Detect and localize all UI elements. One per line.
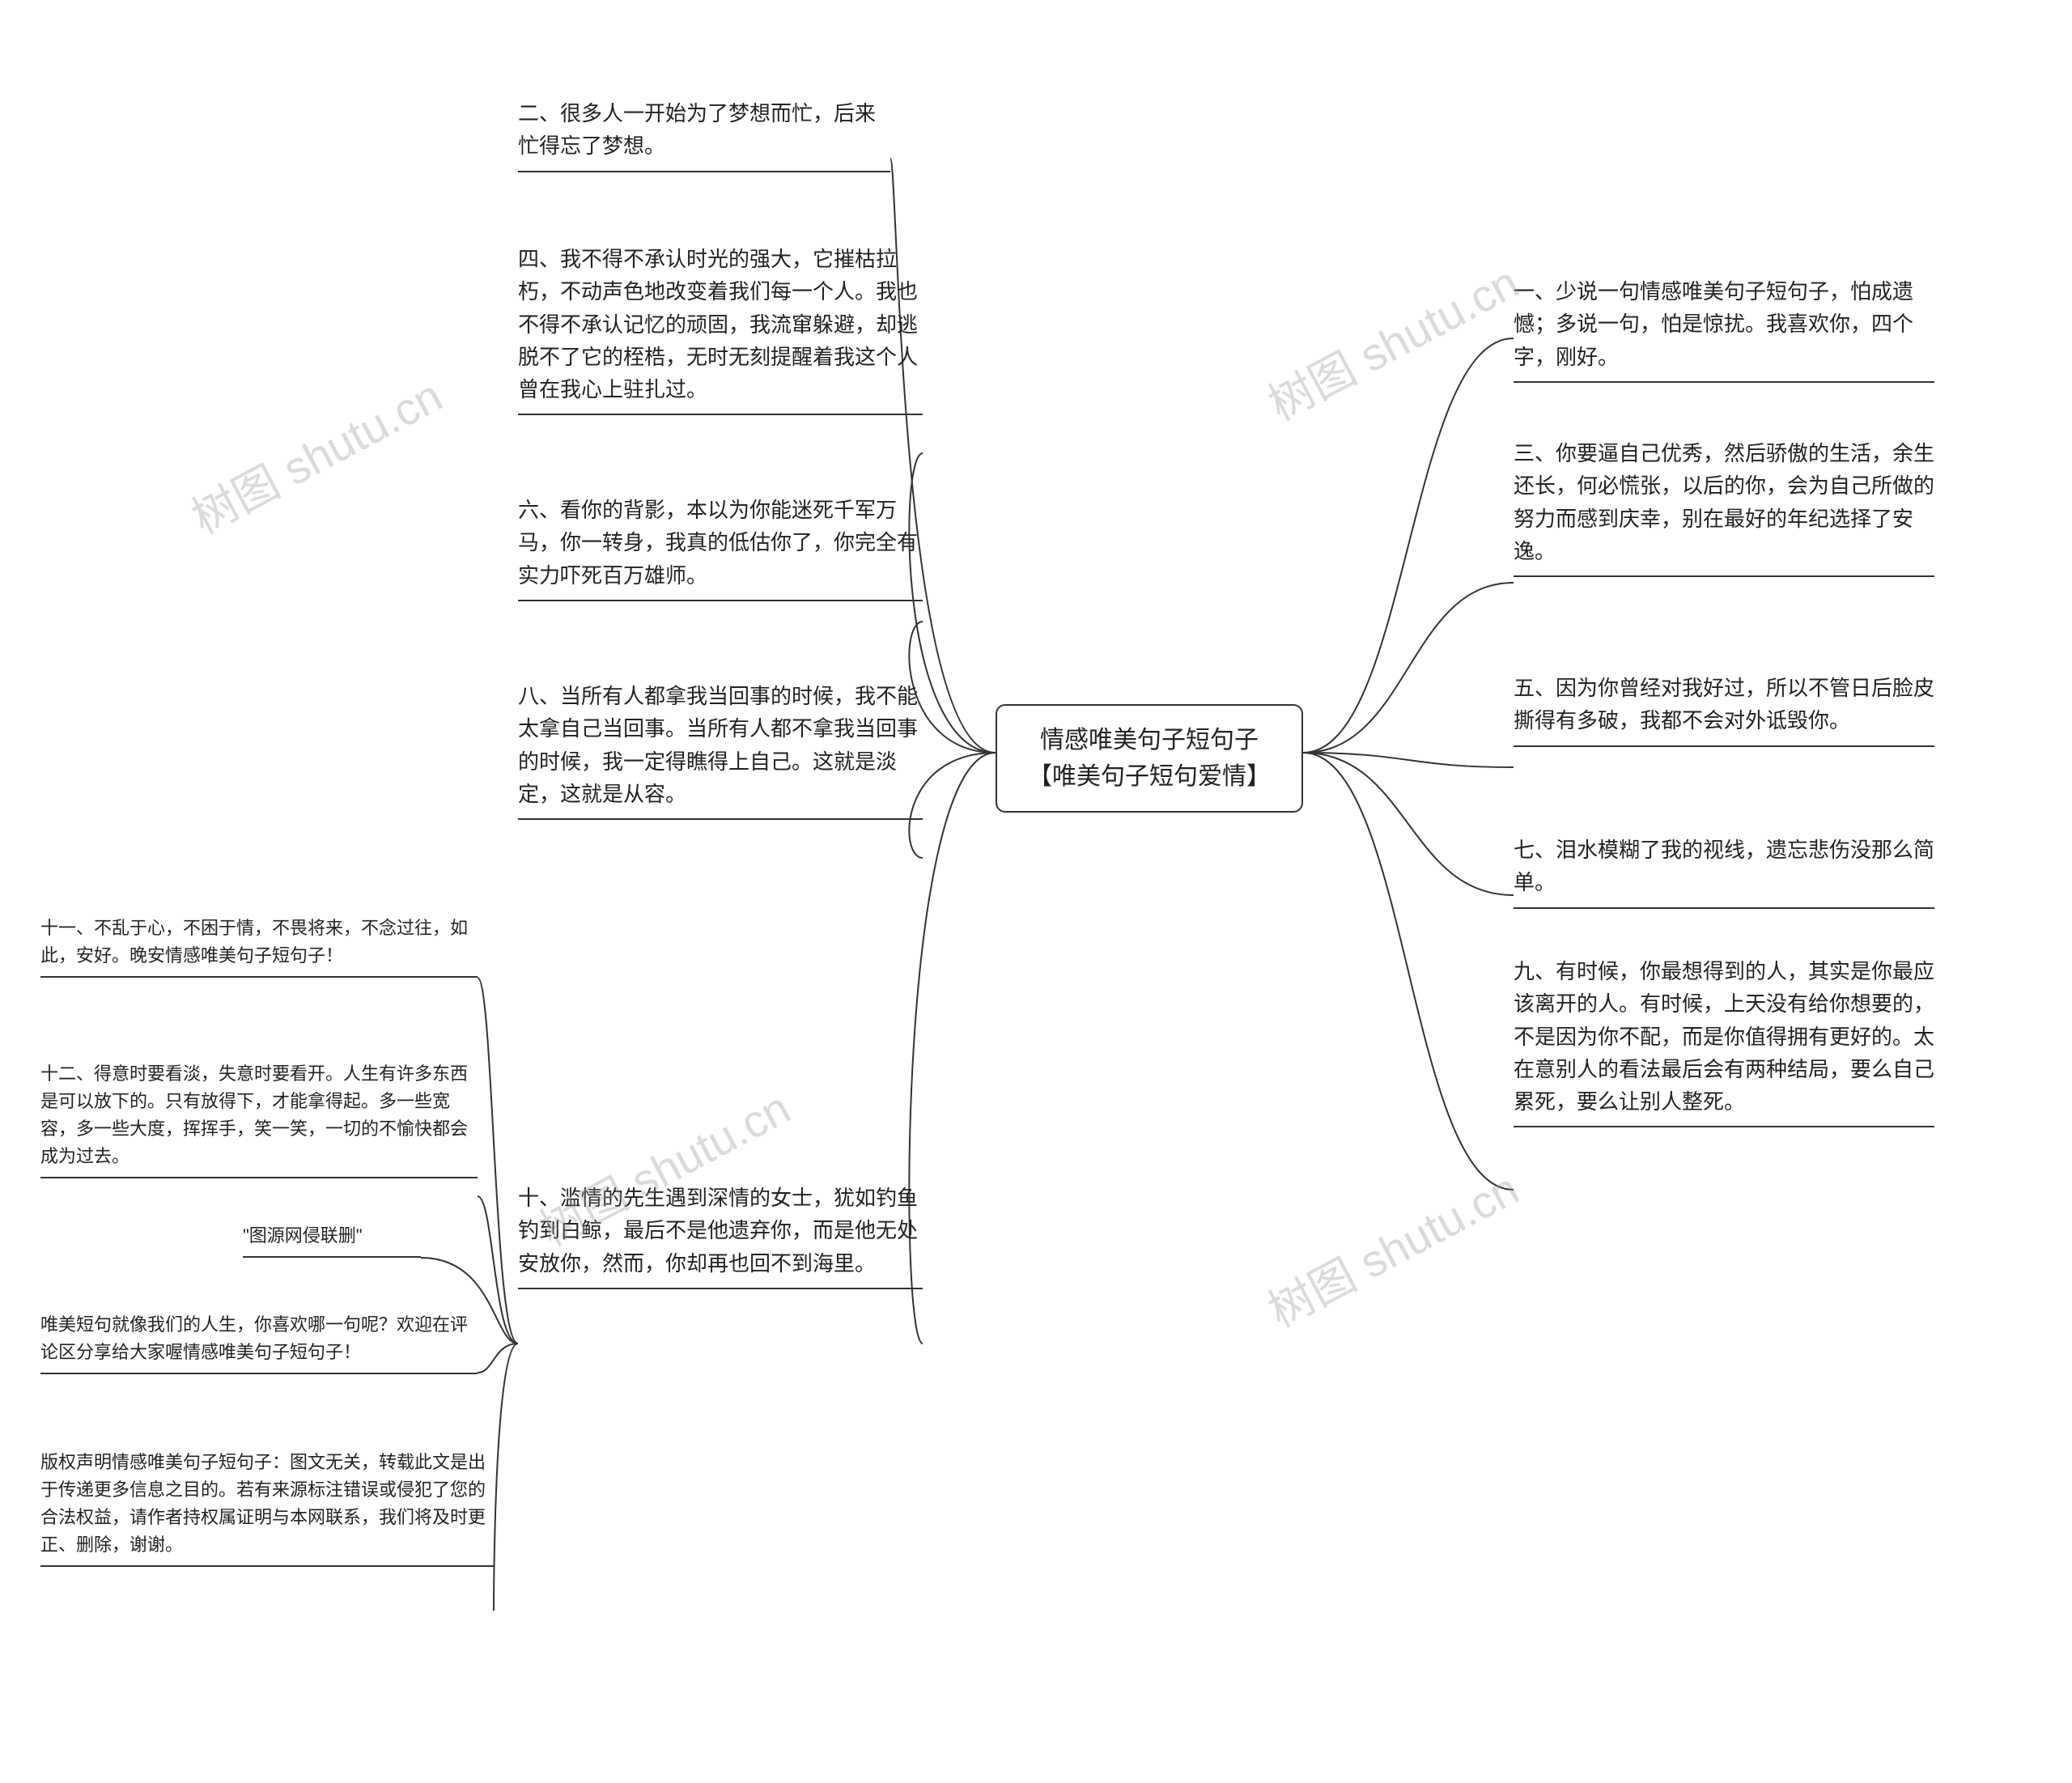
branch-l6: 六、看你的背影，本以为你能迷死千军万马，你一转身，我真的低估你了，你完全有实力吓… <box>518 494 923 601</box>
branch-r5: 五、因为你曾经对我好过，所以不管日后脸皮撕得有多破，我都不会对外诋毁你。 <box>1514 672 1934 747</box>
branch-text: 五、因为你曾经对我好过，所以不管日后脸皮撕得有多破，我都不会对外诋毁你。 <box>1514 676 1934 732</box>
branch-l8: 八、当所有人都拿我当回事的时候，我不能太拿自己当回事。当所有人都不拿我当回事的时… <box>518 680 923 820</box>
branch-l10: 十、滥情的先生遇到深情的女士，犹如钓鱼钓到白鲸，最后不是他遗弃你，而是他无处安放… <box>518 1182 923 1289</box>
watermark: 树图 shutu.cn <box>1255 1153 1529 1340</box>
sub-s11: 十一、不乱于心，不困于情，不畏将来，不念过往，如此，安好。晚安情感唯美句子短句子… <box>40 915 478 978</box>
branch-text: 十、滥情的先生遇到深情的女士，犹如钓鱼钓到白鲸，最后不是他遗弃你，而是他无处安放… <box>518 1186 918 1276</box>
branch-r3: 三、你要逼自己优秀，然后骄傲的生活，余生还长，何必慌张，以后的你，会为自己所做的… <box>1514 437 1934 577</box>
sub-text: "图源网侵联删" <box>243 1225 363 1246</box>
sub-s13: "图源网侵联删" <box>243 1222 421 1258</box>
mindmap-canvas: 情感唯美句子短句子【唯美句子短句爱情】 一、少说一句情感唯美句子短句子，怕成遗憾… <box>0 0 2072 1783</box>
branch-text: 八、当所有人都拿我当回事的时候，我不能太拿自己当回事。当所有人都不拿我当回事的时… <box>518 684 918 806</box>
sub-s14: 唯美短句就像我们的人生，你喜欢哪一句呢？欢迎在评论区分享给大家喔情感唯美句子短句… <box>40 1311 478 1374</box>
branch-r1: 一、少说一句情感唯美句子短句子，怕成遗憾；多说一句，怕是惊扰。我喜欢你，四个字，… <box>1514 275 1934 383</box>
sub-text: 唯美短句就像我们的人生，你喜欢哪一句呢？欢迎在评论区分享给大家喔情感唯美句子短句… <box>40 1314 468 1362</box>
center-text: 情感唯美句子短句子【唯美句子短句爱情】 <box>1028 727 1271 790</box>
branch-text: 六、看你的背影，本以为你能迷死千军万马，你一转身，我真的低估你了，你完全有实力吓… <box>518 498 918 588</box>
branch-text: 四、我不得不承认时光的强大，它摧枯拉朽，不动声色地改变着我们每一个人。我也不得不… <box>518 247 918 401</box>
branch-text: 三、你要逼自己优秀，然后骄傲的生活，余生还长，何必慌张，以后的你，会为自己所做的… <box>1514 441 1934 563</box>
branch-r7: 七、泪水模糊了我的视线，遗忘悲伤没那么简单。 <box>1514 834 1934 909</box>
branch-text: 一、少说一句情感唯美句子短句子，怕成遗憾；多说一句，怕是惊扰。我喜欢你，四个字，… <box>1514 279 1913 369</box>
branch-text: 九、有时候，你最想得到的人，其实是你最应该离开的人。有时候，上天没有给你想要的，… <box>1514 959 1934 1114</box>
branch-r9: 九、有时候，你最想得到的人，其实是你最应该离开的人。有时候，上天没有给你想要的，… <box>1514 955 1934 1127</box>
branch-l4: 四、我不得不承认时光的强大，它摧枯拉朽，不动声色地改变着我们每一个人。我也不得不… <box>518 243 923 415</box>
sub-s12: 十二、得意时要看淡，失意时要看开。人生有许多东西是可以放下的。只有放得下，才能拿… <box>40 1060 478 1178</box>
center-node: 情感唯美句子短句子【唯美句子短句爱情】 <box>996 704 1303 813</box>
watermark: 树图 shutu.cn <box>1255 247 1529 434</box>
watermark: 树图 shutu.cn <box>179 360 452 547</box>
sub-text: 版权声明情感唯美句子短句子：图文无关，转载此文是出于传递更多信息之目的。若有来源… <box>40 1452 486 1555</box>
sub-s15: 版权声明情感唯美句子短句子：图文无关，转载此文是出于传递更多信息之目的。若有来源… <box>40 1449 494 1567</box>
sub-text: 十二、得意时要看淡，失意时要看开。人生有许多东西是可以放下的。只有放得下，才能拿… <box>40 1063 468 1166</box>
branch-l2: 二、很多人一开始为了梦想而忙，后来忙得忘了梦想。 <box>518 97 890 172</box>
branch-text: 七、泪水模糊了我的视线，遗忘悲伤没那么简单。 <box>1514 838 1934 894</box>
sub-text: 十一、不乱于心，不困于情，不畏将来，不念过往，如此，安好。晚安情感唯美句子短句子… <box>40 918 468 966</box>
branch-text: 二、很多人一开始为了梦想而忙，后来忙得忘了梦想。 <box>518 101 876 158</box>
